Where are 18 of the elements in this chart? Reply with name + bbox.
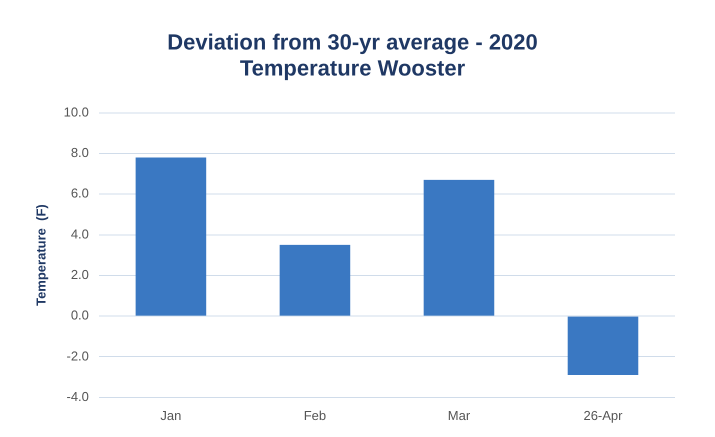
- x-tick-label: Feb: [304, 408, 326, 423]
- x-tick-label: Jan: [160, 408, 182, 423]
- x-tick-label: Mar: [448, 408, 471, 423]
- y-tick-label: -2.0: [66, 348, 89, 364]
- bar: [280, 244, 350, 316]
- x-tick-label: 26-Apr: [583, 408, 624, 423]
- y-tick-label: 4.0: [70, 226, 89, 242]
- bar: [136, 158, 206, 316]
- y-tick-label: 2.0: [70, 267, 89, 282]
- bar: [424, 180, 494, 316]
- y-axis-title: Temperature (F): [33, 204, 48, 306]
- y-tick-label: 10.0: [64, 104, 89, 120]
- chart-title: Deviation from 30-yr average - 2020 Temperature Wooster: [167, 29, 538, 81]
- y-tick-label: 6.0: [70, 186, 89, 201]
- y-tick-label: 0.0: [70, 308, 89, 323]
- y-tick-label: 8.0: [70, 145, 89, 160]
- bar: [568, 316, 638, 376]
- y-tick-label: -4.0: [66, 388, 89, 404]
